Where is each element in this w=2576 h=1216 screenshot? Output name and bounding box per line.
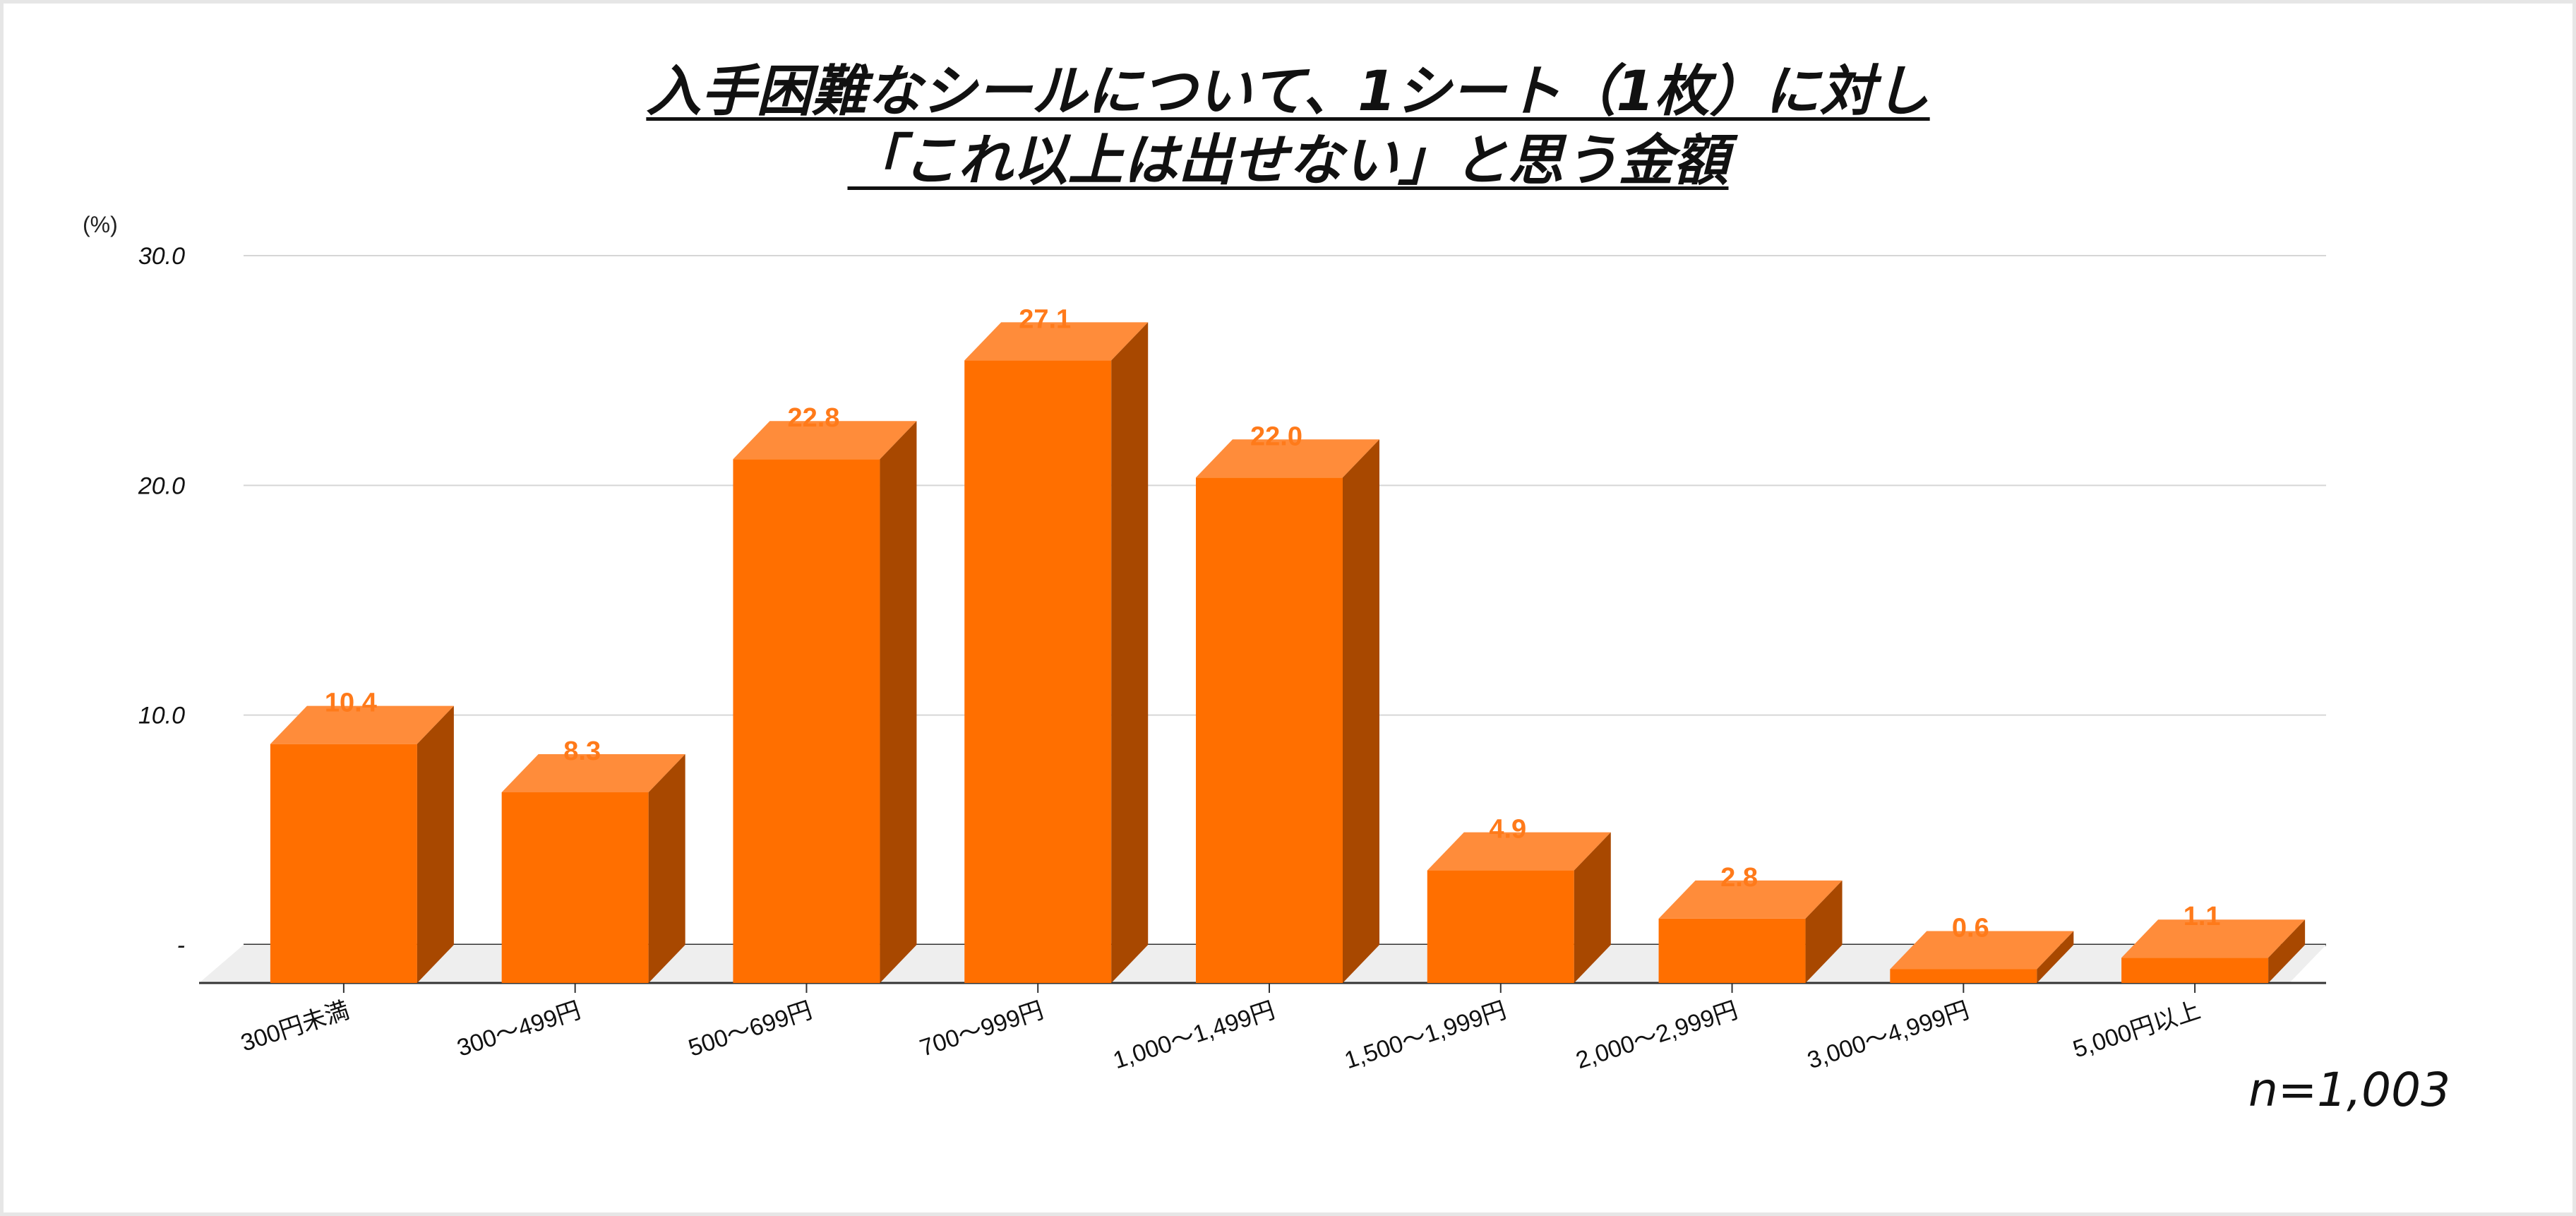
data-label: 8.3	[563, 737, 601, 766]
bar-top	[1196, 439, 1379, 478]
bar	[501, 753, 685, 983]
x-tick-label: 2,000～2,999円	[1573, 996, 1741, 1074]
y-axis-ticks: - 10.0 20.0 30.0	[138, 243, 185, 959]
bar-top	[2121, 919, 2306, 958]
bar-top	[733, 421, 917, 460]
bar	[733, 421, 917, 983]
bar-top	[1658, 880, 1843, 919]
x-tick-label: 1,500～1,999円	[1341, 996, 1509, 1074]
bar-side	[1343, 439, 1379, 983]
bar	[2121, 919, 2306, 983]
data-label: 2.8	[1720, 863, 1758, 893]
bar-top	[270, 705, 454, 744]
bars	[270, 322, 2306, 983]
x-tick-label: 300円未満	[238, 996, 353, 1056]
bar-front	[1658, 918, 1806, 983]
bar	[1658, 880, 1843, 983]
x-tick-label: 5,000円以上	[2070, 996, 2204, 1063]
bar-top	[1427, 832, 1611, 871]
sample-size-note: n=1,003	[2248, 1063, 2451, 1117]
x-tick-label: 3,000～4,999円	[1804, 996, 1972, 1074]
data-label: 1.1	[2183, 902, 2221, 931]
bar-side	[1805, 880, 1843, 983]
bar	[964, 322, 1149, 983]
bar-top	[1890, 931, 2074, 970]
bar-side	[1111, 322, 1149, 983]
bar-top	[501, 753, 685, 792]
y-tick-label: 10.0	[138, 703, 185, 729]
bar-front	[1427, 870, 1574, 983]
bar-front	[501, 792, 649, 983]
chart-title-line-2: 「これ以上は出せない」と思う金額	[847, 129, 1729, 193]
chart-title-line-1: 入手困難なシールについて、1シート（1枚）に対し	[646, 60, 1930, 124]
bar	[1196, 439, 1379, 983]
bar-side	[2037, 931, 2074, 983]
bar	[1890, 931, 2074, 983]
bar-front	[1196, 477, 1343, 983]
y-tick-label: 20.0	[138, 472, 185, 499]
bar-side	[648, 753, 685, 983]
data-label: 10.4	[325, 689, 377, 718]
y-tick-label: -	[177, 932, 185, 959]
bar-top	[964, 322, 1149, 361]
x-tick-label: 700～999円	[916, 996, 1046, 1061]
bar-front	[964, 360, 1112, 983]
bar-side	[880, 421, 917, 983]
x-tick-label: 1,000～1,499円	[1110, 996, 1278, 1074]
data-label: 27.1	[1019, 304, 1071, 334]
data-label: 22.8	[787, 403, 839, 433]
bar-side	[1574, 832, 1611, 983]
x-tick-label: 300～499円	[454, 996, 584, 1061]
x-tick-label: 500～699円	[685, 996, 815, 1061]
bar	[1427, 832, 1611, 983]
bar-front	[733, 459, 880, 983]
x-axis-ticks: 300円未満 300～499円 500～699円 700～999円 1,000～1,49…	[238, 983, 2204, 1074]
data-label: 4.9	[1489, 815, 1526, 845]
bar-side	[417, 705, 454, 983]
data-labels: 10.4 8.3 22.8 27.1 22.0 4.9 2.8 0.6 1.1	[325, 304, 2221, 943]
data-label: 0.6	[1952, 913, 1989, 943]
bar-front	[2121, 958, 2269, 983]
bar-front	[270, 744, 417, 983]
bar	[270, 705, 454, 983]
y-tick-label: 30.0	[138, 243, 185, 270]
bar-side	[2268, 919, 2306, 983]
y-axis-unit: (%)	[83, 212, 118, 237]
bar-front	[1890, 969, 2037, 983]
data-label: 22.0	[1250, 422, 1302, 451]
